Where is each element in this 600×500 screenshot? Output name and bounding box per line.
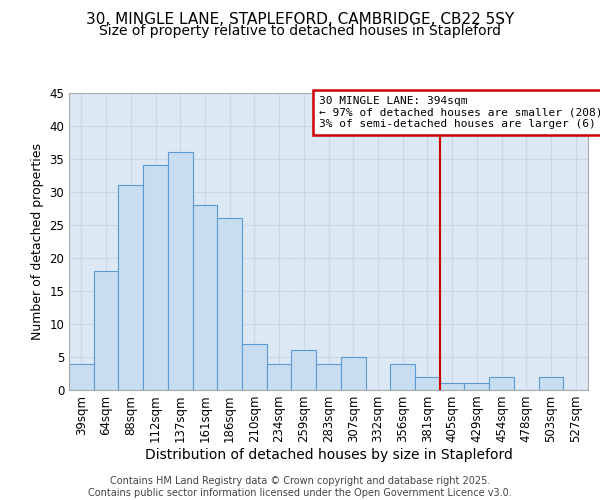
Bar [390, 364, 415, 390]
Text: Contains HM Land Registry data © Crown copyright and database right 2025.
Contai: Contains HM Land Registry data © Crown c… [88, 476, 512, 498]
Bar [415, 377, 440, 390]
Bar [118, 185, 143, 390]
Bar [94, 271, 118, 390]
Bar [193, 205, 217, 390]
Bar [143, 165, 168, 390]
Text: 30, MINGLE LANE, STAPLEFORD, CAMBRIDGE, CB22 5SY: 30, MINGLE LANE, STAPLEFORD, CAMBRIDGE, … [86, 12, 514, 28]
Bar [440, 384, 464, 390]
Bar [69, 364, 94, 390]
Bar [292, 350, 316, 390]
Bar [168, 152, 193, 390]
Bar [341, 357, 365, 390]
Text: Size of property relative to detached houses in Stapleford: Size of property relative to detached ho… [99, 24, 501, 38]
Bar [489, 377, 514, 390]
X-axis label: Distribution of detached houses by size in Stapleford: Distribution of detached houses by size … [145, 448, 512, 462]
Bar [539, 377, 563, 390]
Bar [464, 384, 489, 390]
Bar [217, 218, 242, 390]
Bar [267, 364, 292, 390]
Y-axis label: Number of detached properties: Number of detached properties [31, 143, 44, 340]
Bar [316, 364, 341, 390]
Bar [242, 344, 267, 390]
Text: 30 MINGLE LANE: 394sqm
← 97% of detached houses are smaller (208)
3% of semi-det: 30 MINGLE LANE: 394sqm ← 97% of detached… [319, 96, 600, 129]
